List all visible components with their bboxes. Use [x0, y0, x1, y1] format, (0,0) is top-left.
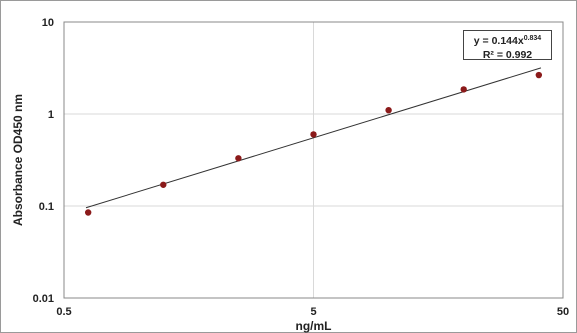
- y-axis-title: Absorbance OD450 nm: [11, 94, 25, 226]
- y-tick-label: 0.01: [33, 293, 54, 305]
- y-tick-label: 1: [48, 109, 54, 121]
- equation-base: y = 0.144x: [473, 35, 524, 47]
- data-points: [84, 71, 543, 216]
- data-point: [535, 71, 543, 79]
- tick-labels: 0.01 0.1 1 10 0.5 5 50: [33, 17, 570, 318]
- y-tick-label: 10: [42, 17, 54, 29]
- data-point: [310, 131, 317, 138]
- y-tick-label: 0.1: [39, 201, 54, 213]
- r-squared-label: R² = 0.992: [482, 49, 533, 61]
- x-tick-label: 5: [310, 306, 316, 318]
- data-point: [160, 181, 167, 188]
- x-tick-label: 50: [557, 306, 569, 318]
- x-tick-label: 0.5: [56, 306, 71, 318]
- data-point: [385, 106, 392, 114]
- data-point: [460, 86, 467, 93]
- trendline-equation-box: y = 0.144x0.834 R² = 0.992: [463, 30, 552, 61]
- equation-exponent: 0.834: [523, 35, 542, 42]
- data-point: [235, 155, 242, 162]
- grid-lines: [63, 21, 564, 299]
- plot-area: [63, 21, 564, 299]
- data-point: [84, 209, 92, 216]
- x-axis-title: ng/mL: [296, 319, 332, 333]
- equation-line: y = 0.144x0.834: [464, 32, 551, 48]
